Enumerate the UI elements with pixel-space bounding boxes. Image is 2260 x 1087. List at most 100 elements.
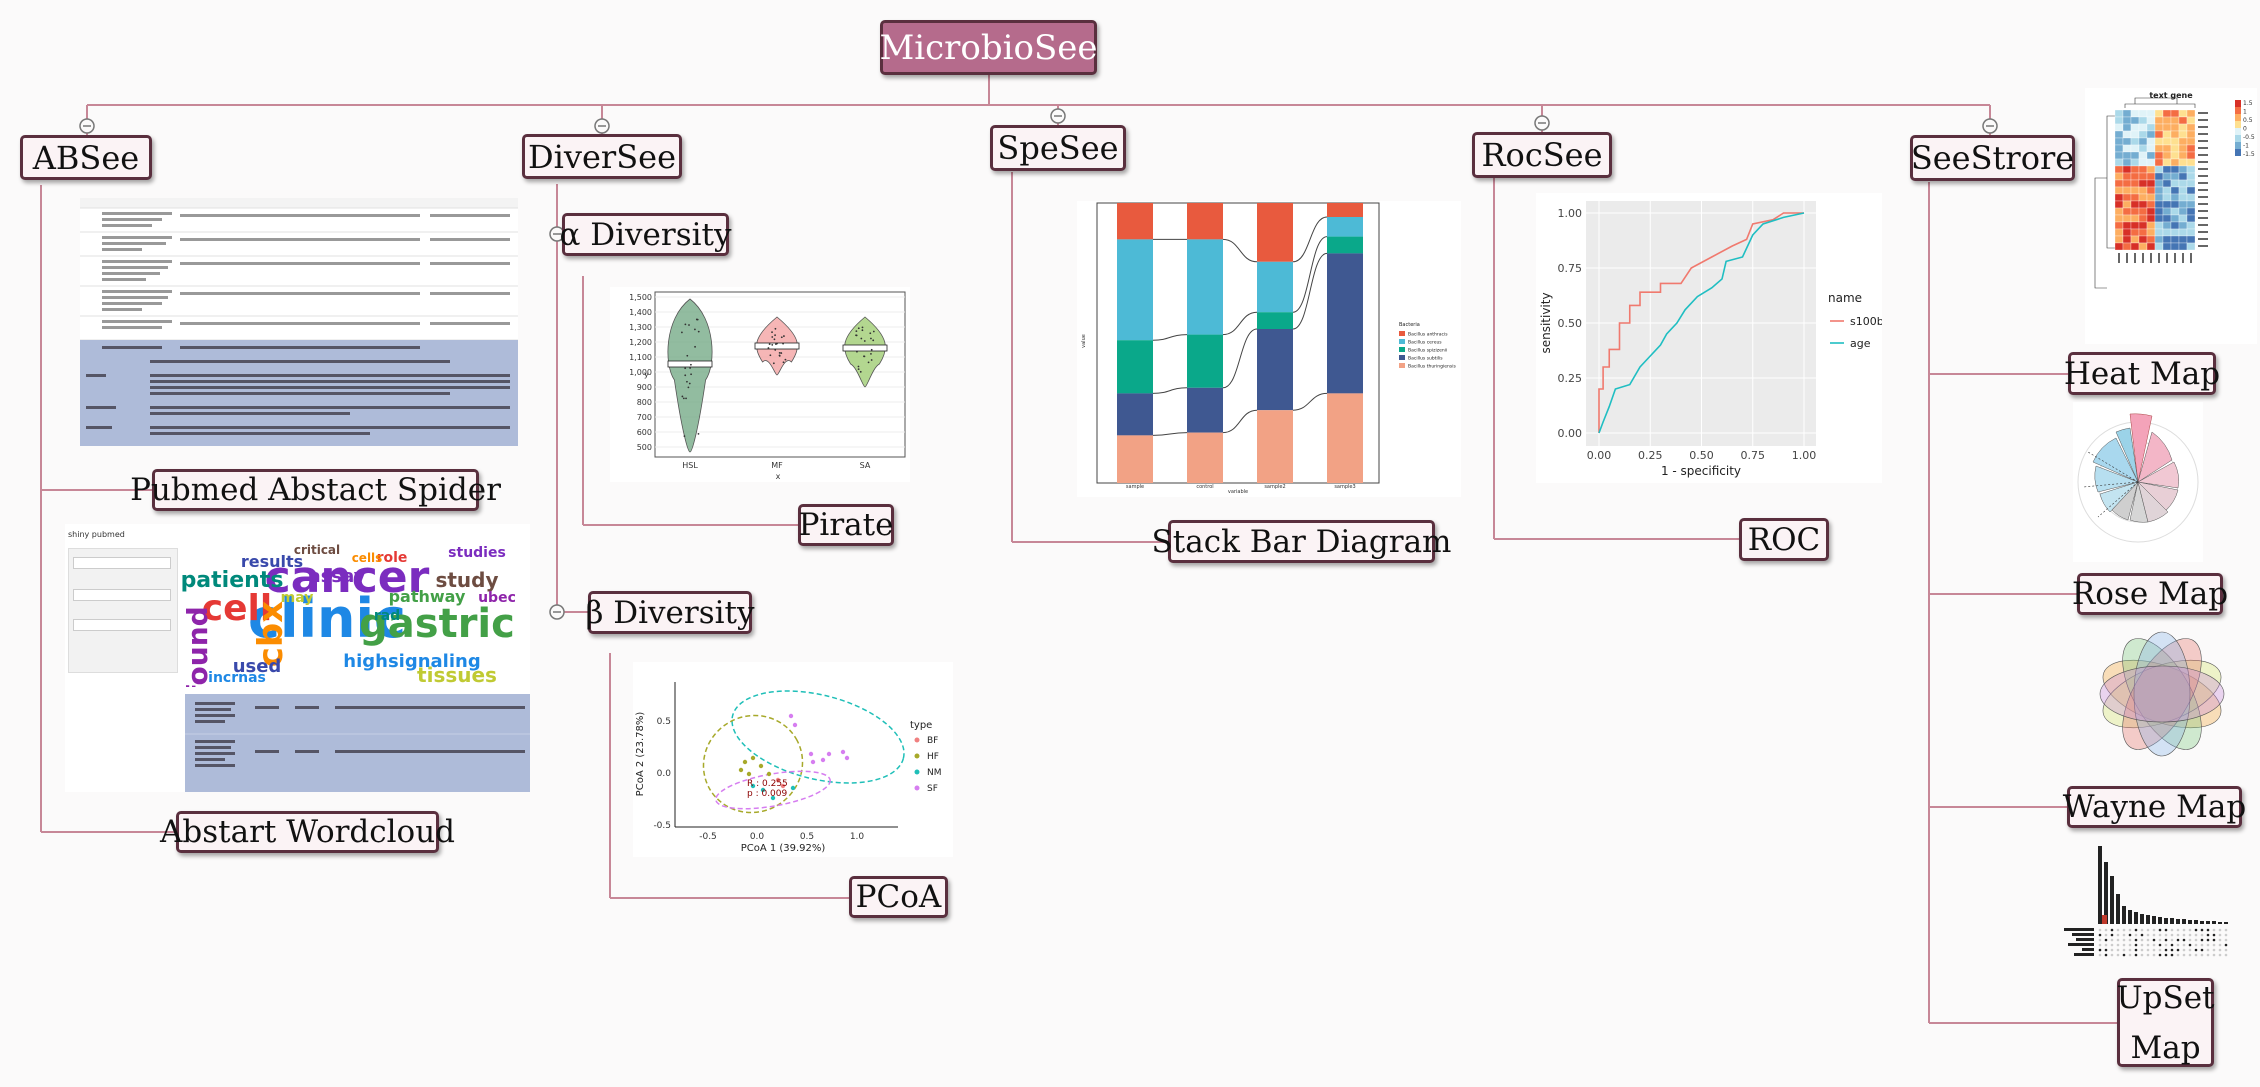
leaf-node-wayne-map[interactable]: Wayne Map <box>2063 786 2246 828</box>
heatmap-row-label <box>2198 196 2208 198</box>
stack-xtick: sample2 <box>1264 484 1285 490</box>
heatmap-cell <box>2146 130 2156 139</box>
heatmap-cell <box>2170 137 2180 146</box>
heatmap-cell <box>2186 235 2196 244</box>
upset-matrix-dot <box>2122 938 2126 942</box>
heatmap-cell <box>2162 109 2172 118</box>
heatmap-cell <box>2130 214 2140 223</box>
heatmap-cell <box>2162 151 2172 160</box>
heatmap-cell <box>2154 172 2164 181</box>
pirate-point <box>857 365 860 368</box>
pirate-point <box>870 359 873 361</box>
heatmap-cell <box>2162 228 2172 237</box>
heatmap-cell <box>2178 151 2188 160</box>
heatmap-cell <box>2122 151 2132 160</box>
upset-set-size-bar <box>2074 953 2094 956</box>
pubmed-table-thumbnail <box>80 198 518 446</box>
leaf-node-upset-map[interactable]: UpSet Map <box>2116 978 2215 1067</box>
upset-matrix-dot <box>2218 938 2222 942</box>
roc-ytick: 0.00 <box>1558 427 1583 440</box>
pirate-point <box>686 380 688 383</box>
sub-node-alpha-diversity[interactable]: α Diversity <box>559 213 732 256</box>
pcoa-legend-swatch <box>914 753 920 759</box>
heatmap-cell <box>2146 193 2156 202</box>
heatmap-cell <box>2178 235 2188 244</box>
heatmap-cell <box>2186 123 2196 132</box>
heatmap-cell <box>2186 242 2196 251</box>
upset-matrix-dot <box>2122 948 2126 952</box>
heatmap-cell <box>2154 235 2164 244</box>
branch-node-rocsee[interactable]: RocSee <box>1472 132 1612 178</box>
branch-node-seestrore[interactable]: SeeStrore <box>1910 135 2075 181</box>
heatmap-cell <box>2186 158 2196 167</box>
upset-intersection-bar <box>2134 912 2138 924</box>
upset-matrix-dot <box>2146 933 2150 937</box>
wordcloud-word: cbx <box>251 601 291 667</box>
upset-matrix-dot <box>2140 928 2144 932</box>
leaf-node-heat-map[interactable]: Heat Map <box>2064 352 2220 395</box>
upset-matrix-dot <box>2170 953 2174 957</box>
stack-segment <box>1257 312 1293 329</box>
heatmap-cell <box>2178 228 2188 237</box>
heatmap-cell <box>2138 144 2148 153</box>
stack-segment <box>1187 334 1223 388</box>
pirate-point <box>771 336 774 338</box>
heatmap-cell <box>2122 186 2132 195</box>
pcoa-legend-label: BF <box>927 736 938 746</box>
upset-matrix-dot <box>2158 938 2162 942</box>
upset-matrix-dot <box>2212 938 2216 942</box>
pcoa-thumbnail: R : 0.255 p : 0.009 -0.5 0.0 0.5 1.0 0.5 0.0… <box>633 662 953 857</box>
heatmap-scale-step <box>2235 121 2241 128</box>
upset-intersection-bar <box>2158 917 2162 924</box>
heatmap-cell <box>2114 228 2124 237</box>
heatmap-cell <box>2114 123 2124 132</box>
roc-legend-label: s100b <box>1850 315 1882 328</box>
stack-segment <box>1117 239 1153 341</box>
stack-segment <box>1327 393 1363 483</box>
pirate-point <box>775 343 777 346</box>
heatmap-scale-step <box>2235 128 2241 135</box>
heatmap-cell <box>2138 235 2148 244</box>
branch-node-spesee[interactable]: SpeSee <box>990 125 1126 171</box>
branch-node-absee[interactable]: ABSee <box>20 135 152 180</box>
root-node-microbiosee[interactable]: MicrobioSee <box>879 20 1098 75</box>
branch-node-diversee[interactable]: DiverSee <box>522 134 682 179</box>
heatmap-cell <box>2122 200 2132 209</box>
pirate-point <box>855 330 858 332</box>
pirate-point <box>860 337 863 340</box>
leaf-node-abstract-wordcloud[interactable]: Abstart Wordcloud <box>160 811 455 853</box>
heatmap-col-label <box>2134 253 2136 263</box>
pcoa-legend-label: NM <box>927 768 942 778</box>
heatmap-cell <box>2146 137 2156 146</box>
leaf-node-pirate[interactable]: Pirate <box>798 504 894 546</box>
heatmap-cell <box>2178 137 2188 146</box>
rose-map-thumbnail <box>2073 402 2203 562</box>
heatmap-cell <box>2162 242 2172 251</box>
upset-matrix-dot <box>2218 928 2222 932</box>
heatmap-cell <box>2170 207 2180 216</box>
leaf-node-stack-bar-diagram[interactable]: Stack Bar Diagram <box>1152 520 1451 563</box>
leaf-node-pcoa[interactable]: PCoA <box>849 876 948 918</box>
upset-set-size-bar <box>2082 948 2094 951</box>
pirate-point <box>684 374 687 377</box>
upset-matrix-dot <box>2182 928 2186 932</box>
upset-matrix-dot <box>2104 943 2108 947</box>
heatmap-cell <box>2154 144 2164 153</box>
leaf-node-rose-map[interactable]: Rose Map <box>2072 573 2228 615</box>
pcoa-point <box>738 767 744 773</box>
heatmap-cell <box>2138 137 2148 146</box>
upset-intersection-bar <box>2182 919 2186 924</box>
leaf-node-roc[interactable]: ROC <box>1739 518 1829 561</box>
heatmap-cell <box>2154 165 2164 174</box>
pcoa-point <box>766 771 772 777</box>
upset-matrix-dot <box>2212 928 2216 932</box>
upset-matrix-dot <box>2098 928 2102 932</box>
upset-matrix-dot <box>2152 938 2156 942</box>
sub-node-beta-diversity[interactable]: β Diversity <box>585 591 755 634</box>
upset-intersection-bar <box>2176 919 2180 924</box>
heatmap-cell <box>2138 130 2148 139</box>
upset-matrix-dot <box>2116 928 2120 932</box>
leaf-node-pubmed-abstract-spider[interactable]: Pubmed Abstact Spider <box>130 469 501 511</box>
upset-matrix-dot <box>2146 938 2150 942</box>
upset-matrix-dot <box>2104 953 2108 957</box>
